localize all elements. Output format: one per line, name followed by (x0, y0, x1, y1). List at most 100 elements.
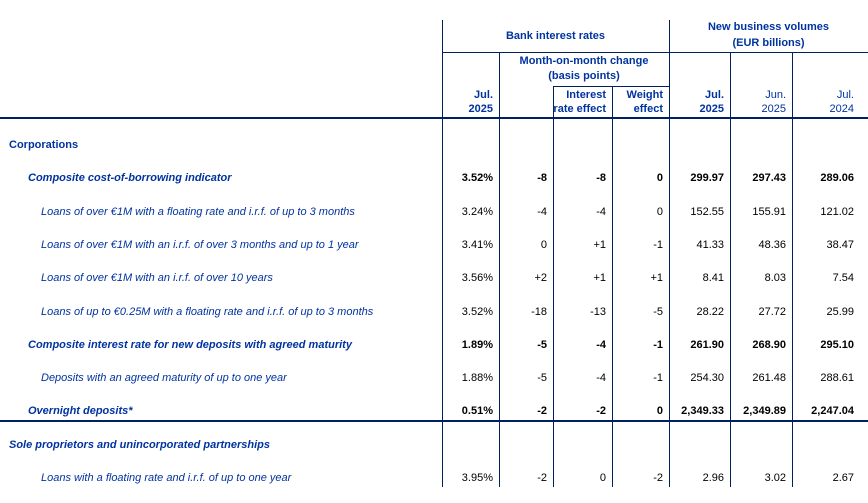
table-vertical-rule (553, 86, 554, 487)
data-cell-volume-jul-2025: 299.97 (690, 172, 724, 184)
header-new-business-volumes: New business volumes (EUR billions) (669, 18, 868, 52)
data-cell-interest-rate-effect: -4 (596, 372, 606, 384)
data-cell-rate-jul-2025: 1.88% (461, 372, 493, 384)
table-vertical-rule (499, 52, 500, 487)
data-cell-volume-jun-2025: 261.48 (752, 372, 786, 384)
data-cell-volume-jul-2025: 2,349.33 (681, 405, 724, 417)
data-cell-rate-jul-2025: 3.24% (461, 206, 493, 218)
header-month-on-month-line2: (basis points) (548, 70, 620, 82)
table-vertical-rule (442, 20, 443, 487)
column-header-line1: Jul. (474, 89, 493, 101)
data-cell-volume-jul-2025: 8.41 (702, 272, 724, 284)
data-cell-rate-jul-2025: 1.89% (461, 339, 493, 351)
table-vertical-rule (612, 86, 613, 487)
column-header-volume-jul-2025: Jul. 2025 (669, 88, 724, 116)
row-label: Loans with a floating rate and i.r.f. of… (41, 472, 292, 484)
table-vertical-rule (792, 52, 793, 487)
row-label: Loans of over €1M with a floating rate a… (41, 206, 355, 218)
header-month-on-month-change: Month-on-month change (basis points) (499, 53, 669, 85)
data-cell-volume-jul-2025: 152.55 (690, 206, 724, 218)
data-cell-volume-jun-2025: 8.03 (764, 272, 786, 284)
data-cell-volume-jun-2025: 3.02 (764, 472, 786, 484)
data-cell-mom-change: -5 (537, 372, 547, 384)
data-cell-weight-effect: -5 (653, 306, 663, 318)
row-label: Composite cost-of-borrowing indicator (28, 172, 232, 184)
row-label: Overnight deposits* (28, 405, 133, 417)
table-vertical-rule (669, 20, 670, 487)
data-cell-interest-rate-effect: -8 (596, 172, 606, 184)
table-horizontal-rule (0, 117, 868, 119)
data-cell-interest-rate-effect: 0 (599, 472, 606, 484)
data-cell-volume-jul-2025: 28.22 (696, 306, 724, 318)
data-cell-weight-effect: -2 (653, 472, 663, 484)
column-header-rate-jul-2025: Jul. 2025 (442, 88, 493, 116)
row-label: Loans of over €1M with an i.r.f. of over… (41, 272, 273, 284)
data-cell-mom-change: -18 (531, 306, 547, 318)
data-cell-volume-jul-2024: 295.10 (820, 339, 854, 351)
data-cell-weight-effect: 0 (656, 405, 663, 417)
data-cell-weight-effect: +1 (650, 272, 663, 284)
data-cell-weight-effect: 0 (656, 206, 663, 218)
table-vertical-rule (730, 52, 731, 487)
row-label: Deposits with an agreed maturity of up t… (41, 372, 287, 384)
header-new-business-volumes-line2: (EUR billions) (732, 37, 805, 49)
data-cell-rate-jul-2025: 3.41% (461, 239, 493, 251)
column-header-line1: Jun. (765, 89, 786, 101)
data-cell-mom-change: -4 (537, 206, 547, 218)
column-header-line2: 2025 (761, 103, 786, 115)
header-bank-interest-rates: Bank interest rates (442, 20, 669, 52)
data-cell-interest-rate-effect: +1 (593, 272, 606, 284)
column-header-weight-effect: Weight effect (612, 88, 663, 116)
column-header-line1: Weight (626, 89, 663, 101)
column-header-line1: Interest (566, 89, 606, 101)
table-horizontal-rule (0, 420, 868, 422)
header-new-business-volumes-line1: New business volumes (707, 21, 830, 33)
data-cell-volume-jun-2025: 2,349.89 (743, 405, 786, 417)
data-cell-interest-rate-effect: +1 (593, 239, 606, 251)
data-cell-volume-jun-2025: 48.36 (758, 239, 786, 251)
data-cell-rate-jul-2025: 3.56% (461, 272, 493, 284)
data-cell-interest-rate-effect: -2 (596, 405, 606, 417)
header-month-on-month-line1: Month-on-month change (519, 55, 649, 67)
row-label: Composite interest rate for new deposits… (28, 339, 352, 351)
column-header-line2: 2024 (829, 103, 854, 115)
row-label: Sole proprietors and unincorporated part… (9, 439, 270, 451)
table-horizontal-rule (553, 86, 669, 87)
data-cell-mom-change: -2 (537, 472, 547, 484)
data-cell-interest-rate-effect: -4 (596, 339, 606, 351)
row-label: Corporations (9, 139, 79, 151)
data-cell-volume-jul-2025: 2.96 (702, 472, 724, 484)
column-header-line2: effect (633, 103, 663, 115)
data-cell-volume-jun-2025: 297.43 (752, 172, 786, 184)
column-header-line1: Jul. (836, 89, 854, 101)
data-cell-mom-change: -8 (537, 172, 547, 184)
header-bank-interest-rates-text: Bank interest rates (505, 30, 606, 42)
data-cell-volume-jul-2025: 41.33 (696, 239, 724, 251)
row-label: Loans of up to €0.25M with a floating ra… (41, 306, 374, 318)
data-cell-weight-effect: 0 (656, 172, 663, 184)
data-cell-volume-jul-2024: 2,247.04 (811, 405, 854, 417)
data-cell-volume-jul-2024: 121.02 (820, 206, 854, 218)
column-header-interest-rate-effect: Interest rate effect (553, 88, 606, 116)
data-cell-volume-jun-2025: 155.91 (752, 206, 786, 218)
data-cell-rate-jul-2025: 3.52% (461, 306, 493, 318)
column-header-line2: rate effect (553, 103, 606, 115)
data-cell-mom-change: 0 (540, 239, 547, 251)
data-cell-weight-effect: -1 (653, 239, 663, 251)
table-horizontal-rule (442, 52, 868, 53)
data-cell-volume-jul-2024: 38.47 (826, 239, 854, 251)
data-cell-interest-rate-effect: -13 (590, 306, 606, 318)
data-cell-rate-jul-2025: 0.51% (461, 405, 493, 417)
data-cell-volume-jul-2024: 288.61 (820, 372, 854, 384)
row-label: Loans of over €1M with an i.r.f. of over… (41, 239, 359, 251)
data-cell-volume-jul-2024: 25.99 (826, 306, 854, 318)
data-cell-mom-change: -2 (537, 405, 547, 417)
data-cell-volume-jun-2025: 27.72 (758, 306, 786, 318)
data-cell-volume-jul-2025: 254.30 (690, 372, 724, 384)
column-header-line2: 2025 (468, 103, 493, 115)
data-cell-volume-jul-2025: 261.90 (690, 339, 724, 351)
data-cell-volume-jun-2025: 268.90 (752, 339, 786, 351)
data-cell-volume-jul-2024: 289.06 (820, 172, 854, 184)
column-header-line2: 2025 (699, 103, 724, 115)
